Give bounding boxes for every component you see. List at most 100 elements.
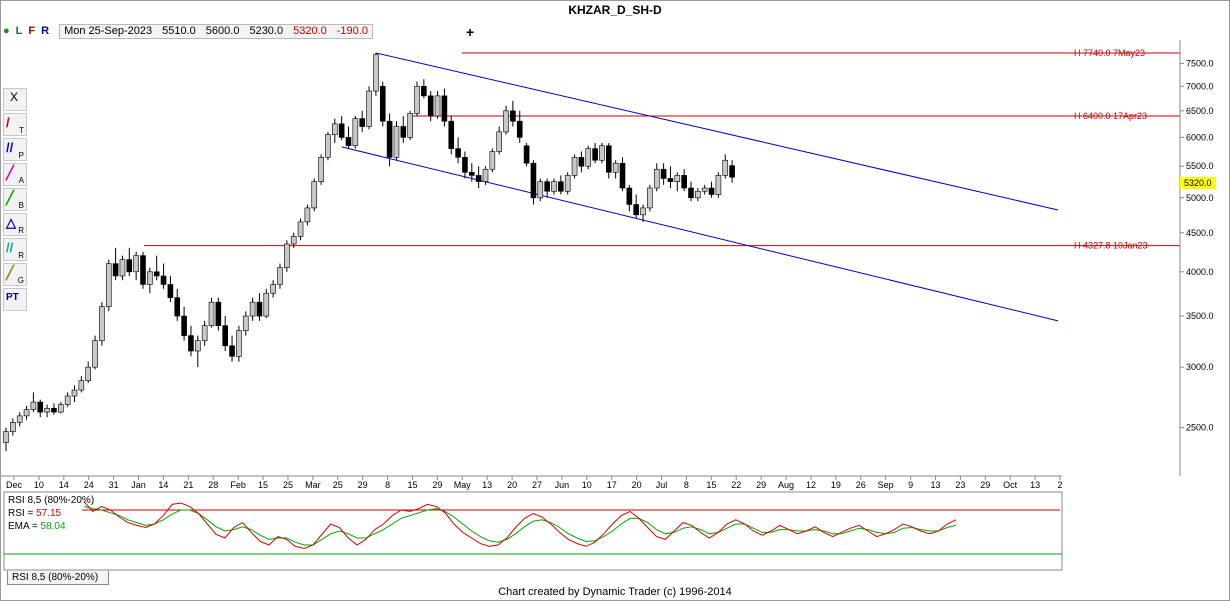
- candle-body: [571, 157, 578, 176]
- candle-body: [16, 415, 23, 423]
- time-tick-label: 22: [731, 480, 741, 490]
- candle-body: [722, 159, 729, 176]
- candle-body: [359, 118, 366, 127]
- candle-body: [599, 145, 605, 161]
- rsi-tab[interactable]: RSI 8,5 (80%-20%): [7, 571, 110, 585]
- channel-line: [341, 146, 1059, 322]
- high-line-label: H 7740.0 7May23: [1074, 48, 1145, 58]
- candle-body: [434, 95, 441, 117]
- candle-body: [318, 157, 324, 182]
- candle-body: [99, 306, 105, 341]
- b-tool-button[interactable]: ╱ B: [3, 188, 27, 211]
- candle-body: [284, 243, 290, 268]
- abc-tool-label: A: [18, 176, 24, 185]
- time-tick-label: 2: [1057, 480, 1062, 490]
- candle-body: [311, 181, 318, 209]
- candle-body: [352, 118, 359, 147]
- time-axis: Dec 10 14 24 31 Jan 14 21 28 Feb 15 25 Mar 25 29 8 15 29 M…: [6, 476, 1063, 490]
- price-time-icon: PT: [6, 292, 19, 303]
- candle-body: [510, 110, 516, 122]
- abc-tool-button[interactable]: ╱ A: [3, 163, 27, 186]
- price-tick-label: 7500.0: [1186, 58, 1214, 68]
- candle-body: [345, 137, 352, 147]
- candle-body: [366, 90, 372, 127]
- r-tool-button[interactable]: △ R: [3, 213, 27, 236]
- price-axis: 7500.0 7000.0 6500.0 6000.0 5500.0 5000.0 4500…: [1180, 58, 1214, 433]
- candle-body: [475, 175, 482, 182]
- flag-f[interactable]: F: [28, 25, 36, 37]
- candle-body: [592, 148, 598, 161]
- time-tick-label: Aug: [778, 480, 794, 490]
- candle-body: [647, 187, 653, 209]
- close-toolbar-button[interactable]: X: [3, 88, 27, 111]
- candle-body: [578, 157, 585, 167]
- candle-body: [290, 236, 297, 245]
- candle-body: [126, 259, 133, 273]
- g-tool-label: G: [17, 276, 24, 285]
- candle-body: [44, 408, 50, 413]
- time-tick-label: Oct: [1003, 480, 1018, 490]
- candle-body: [133, 255, 139, 273]
- candle-body: [270, 284, 276, 294]
- footer-credit: Chart created by Dynamic Trader (c) 1996…: [498, 586, 732, 598]
- candle-body: [331, 123, 338, 135]
- candle-body: [147, 271, 153, 285]
- price-tick-label: 3500.0: [1186, 311, 1214, 321]
- quote-open: 5510.0: [162, 24, 196, 37]
- parallel-tool-button[interactable]: // P: [3, 138, 27, 161]
- candle-body: [393, 126, 400, 158]
- candle-body: [10, 422, 16, 432]
- candle-body: [558, 181, 564, 192]
- flag-l[interactable]: L: [15, 25, 23, 37]
- time-tick-label: 10: [34, 480, 44, 490]
- time-tick-label: 31: [109, 480, 119, 490]
- price-channel: [341, 52, 1059, 322]
- quote-high: 5600.0: [205, 24, 240, 37]
- time-tick-label: 29: [432, 480, 442, 490]
- r2-tool-button[interactable]: // R: [3, 238, 27, 261]
- current-price-tag: [1180, 177, 1216, 189]
- horizontal-lines: H 7740.0 7May23 H 6400.0 17Apr23 H 4327.8 …: [144, 48, 1180, 251]
- candle-body: [51, 408, 57, 413]
- candle-body: [633, 204, 640, 216]
- time-tick-label: 15: [706, 480, 716, 490]
- drawing-toolbar: X / T //P ╱ A ╱ B △ R //R ╱ G PT: [3, 88, 28, 313]
- abc-pattern-icon: ╱: [6, 165, 14, 180]
- time-tick-label: Sep: [878, 480, 894, 490]
- candle-body: [496, 131, 503, 152]
- time-tick-label: 25: [283, 480, 293, 490]
- trendline-tool-button[interactable]: / T: [3, 113, 27, 136]
- candle-body: [715, 175, 722, 195]
- r2-tool-label: R: [18, 251, 24, 260]
- time-tick-label: 8: [684, 480, 689, 490]
- quote-date: Mon 25-Sep-2023: [64, 24, 153, 37]
- close-icon: X: [10, 90, 19, 104]
- time-tick-label: 10: [582, 480, 592, 490]
- time-tick-label: 21: [183, 480, 193, 490]
- time-tick-label: 12: [806, 480, 816, 490]
- g-tool-button[interactable]: ╱ G: [3, 263, 27, 286]
- time-tick-label: 28: [208, 480, 218, 490]
- time-tick-label: 27: [532, 480, 542, 490]
- add-study-button[interactable]: +: [466, 24, 475, 40]
- candle-body: [551, 181, 557, 192]
- trendline-icon: /: [6, 115, 10, 130]
- candle-body: [222, 325, 228, 347]
- time-tick-label: Jun: [555, 480, 570, 490]
- quote-box: Mon 25-Sep-2023 5510.0 5600.0 5230.0 532…: [59, 23, 373, 39]
- ema-label: EMA =: [8, 521, 41, 532]
- candle-body: [537, 181, 544, 199]
- time-tick-label: 25: [333, 480, 343, 490]
- candle-body: [407, 113, 413, 138]
- flag-r[interactable]: R: [41, 25, 50, 37]
- pt-tool-button[interactable]: PT: [3, 288, 27, 311]
- candle-body: [489, 151, 496, 170]
- flag-dot-icon[interactable]: ●: [3, 25, 10, 37]
- ratio-triangle-icon: △: [6, 215, 16, 230]
- price-tick-label: 5000.0: [1186, 193, 1214, 203]
- info-bar: ● L F R Mon 25-Sep-2023 5510.0 5600.0 52…: [3, 23, 373, 39]
- high-line-label: H 4327.8 10Jan23: [1074, 241, 1148, 251]
- candle-body: [660, 168, 667, 179]
- candle-body: [195, 340, 201, 352]
